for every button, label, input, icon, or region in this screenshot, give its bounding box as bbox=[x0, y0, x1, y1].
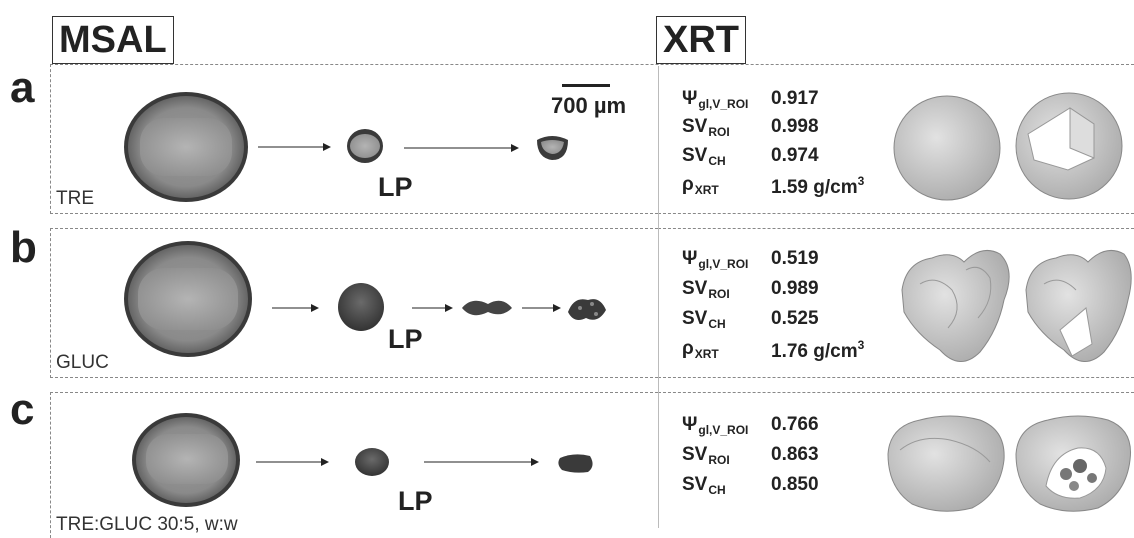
panel-label-b: GLUC bbox=[56, 352, 109, 373]
metric-psi-a: Ψgl,V_ROI bbox=[682, 88, 749, 111]
xrt-render-a-whole bbox=[893, 95, 1001, 201]
xrt-render-c-whole bbox=[887, 415, 1005, 512]
particle-b1 bbox=[338, 283, 384, 331]
droplet-c bbox=[132, 413, 240, 507]
particle-a1 bbox=[347, 129, 383, 163]
xrt-header: XRT bbox=[656, 16, 746, 64]
particle-a2 bbox=[537, 136, 568, 160]
metric-svch-b: SVCH bbox=[682, 308, 726, 331]
metric-rho-a: ρXRT bbox=[682, 174, 719, 197]
metric-svch-a-value: 0.974 bbox=[771, 145, 819, 166]
metric-rho-b-value: 1.76 g/cm3 bbox=[771, 338, 865, 362]
row-a-bottom-divider bbox=[658, 213, 1134, 214]
row-c-top-divider bbox=[658, 392, 1134, 393]
metric-svroi-c: SVROI bbox=[682, 444, 730, 467]
metric-svroi-b-value: 0.989 bbox=[771, 278, 819, 299]
row-b-bottom-divider bbox=[658, 377, 1134, 378]
droplet-b bbox=[124, 241, 252, 357]
panel-b bbox=[50, 228, 658, 378]
metric-psi-b-value: 0.519 bbox=[771, 248, 819, 269]
top-divider bbox=[50, 64, 1134, 65]
metric-svch-c: SVCH bbox=[682, 474, 726, 497]
msal-header: MSAL bbox=[52, 16, 174, 64]
metric-rho-a-value: 1.59 g/cm3 bbox=[771, 174, 865, 198]
droplet-a bbox=[124, 92, 248, 202]
particle-b3 bbox=[568, 299, 606, 320]
scale-bar-label: 700 µm bbox=[551, 93, 627, 118]
row-letter-c: c bbox=[10, 385, 35, 434]
lp-label-a: LP bbox=[378, 172, 413, 202]
metric-psi-a-value: 0.917 bbox=[771, 88, 819, 109]
panel-label-a: TRE bbox=[56, 188, 94, 209]
metric-psi-c: Ψgl,V_ROI bbox=[682, 414, 749, 437]
panel-a bbox=[50, 64, 658, 214]
particle-c2 bbox=[558, 454, 593, 473]
particle-c1 bbox=[355, 448, 389, 476]
metric-rho-b: ρXRT bbox=[682, 338, 719, 361]
panel-label-c: TRE:GLUC 30:5, w:w bbox=[56, 514, 238, 535]
xrt-render-a-cut bbox=[1015, 92, 1123, 200]
xrt-render-b-whole bbox=[901, 249, 1010, 362]
particle-b2 bbox=[462, 300, 512, 316]
metric-psi-b: Ψgl,V_ROI bbox=[682, 248, 749, 271]
metric-svroi-b: SVROI bbox=[682, 278, 730, 301]
lp-label-c: LP bbox=[398, 486, 433, 516]
metric-svch-a: SVCH bbox=[682, 145, 726, 168]
lp-label-b: LP bbox=[388, 324, 423, 354]
metric-psi-c-value: 0.766 bbox=[771, 414, 819, 435]
xrt-render-b-cut bbox=[1025, 249, 1132, 362]
metric-svch-b-value: 0.525 bbox=[771, 308, 819, 329]
metric-svroi-a: SVROI bbox=[682, 116, 730, 139]
metric-svroi-c-value: 0.863 bbox=[771, 444, 819, 465]
row-b-top-divider bbox=[658, 228, 1134, 229]
msal-xrt-divider bbox=[658, 66, 659, 528]
metric-svch-c-value: 0.850 bbox=[771, 474, 819, 495]
scale-bar bbox=[562, 84, 610, 87]
metric-svroi-a-value: 0.998 bbox=[771, 116, 819, 137]
panel-c bbox=[50, 392, 658, 538]
row-letter-b: b bbox=[10, 223, 37, 272]
row-letter-a: a bbox=[10, 63, 35, 112]
xrt-render-c-cut bbox=[1015, 415, 1132, 512]
